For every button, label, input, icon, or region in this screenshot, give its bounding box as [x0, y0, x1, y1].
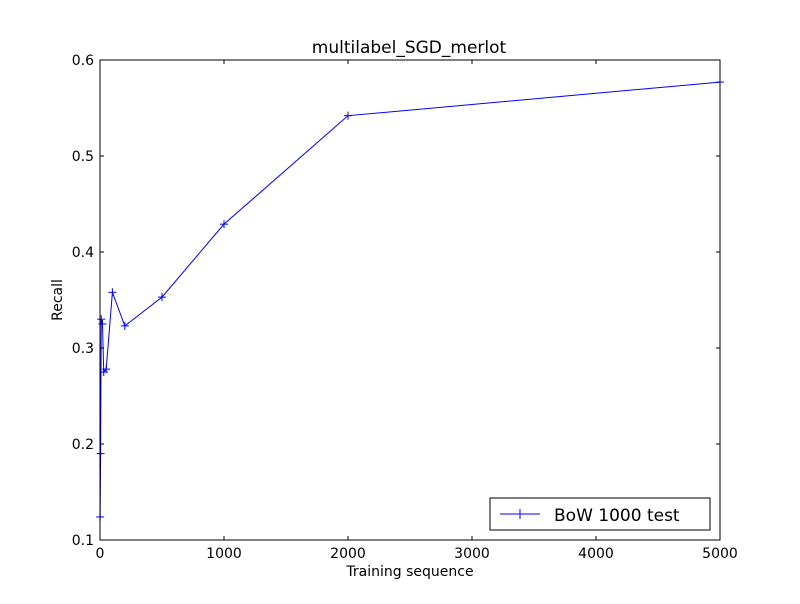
- x-tick-label: 1000: [206, 546, 242, 562]
- data-point: [158, 293, 166, 302]
- chart-title: multilabel_SGD_merlot: [312, 38, 507, 58]
- y-tick-label: 0.4: [72, 245, 94, 261]
- x-tick-label: 4000: [578, 546, 614, 562]
- y-tick-label: 0.5: [72, 149, 94, 165]
- legend-label: BoW 1000 test: [554, 506, 680, 526]
- data-point: [102, 365, 111, 374]
- plot-area-frame: [99, 59, 721, 541]
- x-tick-label: 2000: [330, 546, 366, 562]
- x-axis-label: Training sequence: [345, 564, 473, 580]
- y-tick-label: 0.3: [72, 341, 94, 357]
- legend: BoW 1000 test: [489, 497, 711, 531]
- data-point: [108, 288, 117, 297]
- y-tick-label: 0.6: [72, 53, 94, 69]
- series-line: [99, 81, 721, 517]
- y-tick-label: 0.2: [72, 437, 94, 453]
- y-tick-label: 0.1: [72, 533, 94, 549]
- x-tick-label: 0: [96, 546, 105, 562]
- x-tick-label: 5000: [702, 546, 738, 562]
- data-point: [220, 220, 228, 229]
- data-point: [96, 449, 105, 458]
- x-tick-label: 3000: [454, 546, 490, 562]
- y-axis-label: Recall: [50, 279, 66, 321]
- data-point: [344, 111, 352, 120]
- data-point: [120, 321, 129, 330]
- data-point: [97, 315, 106, 324]
